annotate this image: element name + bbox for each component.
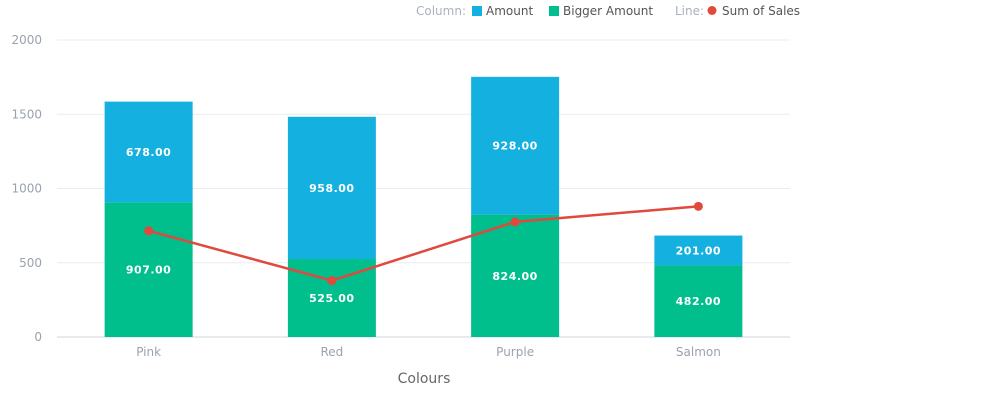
legend-column-heading: Column: (416, 4, 466, 18)
x-tick-label: Salmon (676, 345, 721, 359)
x-axis-ticks: Pink Red Purple Salmon (136, 345, 721, 359)
y-axis-ticks: 0 500 1000 1500 2000 (11, 33, 42, 344)
data-label-bigger-amount: 907.00 (126, 264, 171, 277)
y-tick-label: 1000 (11, 182, 42, 196)
y-tick-label: 0 (34, 330, 42, 344)
line-point (510, 217, 520, 227)
y-tick-label: 1500 (11, 107, 42, 121)
data-label-bigger-amount: 482.00 (676, 295, 721, 308)
bar-amount (471, 76, 560, 215)
bar-bigger-amount (654, 265, 743, 337)
y-tick-label: 2000 (11, 33, 42, 47)
legend-label-sum-of-sales[interactable]: Sum of Sales (722, 4, 800, 18)
line-point (327, 276, 337, 286)
data-label-bigger-amount: 824.00 (492, 270, 537, 283)
data-label-amount: 958.00 (309, 182, 354, 195)
x-axis-title: Colours (398, 371, 451, 387)
legend-line-heading: Line: (675, 4, 704, 18)
bar-amount (104, 101, 193, 203)
legend-label-amount[interactable]: Amount (486, 4, 533, 18)
bar-amount (287, 116, 376, 260)
x-tick-label: Red (320, 345, 343, 359)
data-label-bigger-amount: 525.00 (309, 292, 354, 305)
legend-marker-sum-of-sales (707, 6, 717, 15)
line-point (144, 226, 154, 236)
line-point (693, 201, 703, 211)
legend-swatch-bigger-amount (549, 6, 559, 16)
data-label-amount: 678.00 (126, 146, 171, 159)
legend-label-bigger-amount[interactable]: Bigger Amount (563, 4, 653, 18)
legend: Column: Amount Bigger Amount Line: Sum o… (416, 4, 800, 18)
bar-amount (654, 235, 743, 266)
bar-bigger-amount (471, 214, 560, 337)
sales-line (144, 201, 703, 286)
data-label-amount: 201.00 (676, 244, 721, 257)
bar-bigger-amount (104, 202, 193, 337)
line-sum-of-sales (148, 205, 699, 282)
legend-swatch-amount (472, 6, 482, 16)
data-label-amount: 928.00 (492, 140, 537, 153)
y-tick-label: 500 (19, 256, 42, 270)
x-tick-label: Purple (496, 345, 534, 359)
bars (104, 76, 743, 337)
x-tick-label: Pink (136, 345, 161, 359)
data-labels: 907.00 678.00 525.00 958.00 824.00 928.00 482.… (126, 140, 721, 308)
